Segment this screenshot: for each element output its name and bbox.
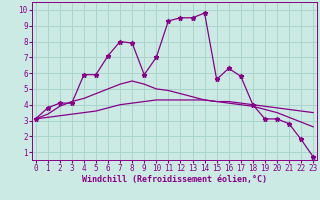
X-axis label: Windchill (Refroidissement éolien,°C): Windchill (Refroidissement éolien,°C) bbox=[82, 175, 267, 184]
